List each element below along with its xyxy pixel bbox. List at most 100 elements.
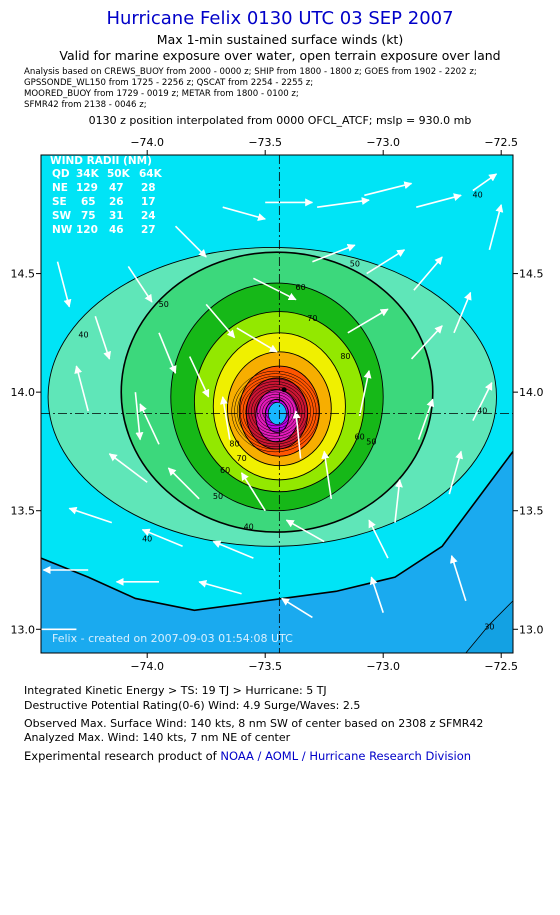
x-tick-label-bottom: −72.5 [484, 660, 518, 673]
contour-label: 40 [473, 191, 483, 200]
radii-cell: 31 [109, 210, 124, 222]
wind-vector [188, 356, 210, 398]
contour-label: 70 [307, 314, 317, 323]
wind-vector-layer [41, 173, 504, 631]
radii-cell: 120 [76, 224, 98, 236]
contour-label: 70 [237, 454, 247, 463]
contour-label: 40 [78, 331, 88, 340]
wind-vector [167, 467, 200, 500]
y-tick-label-left: 14.5 [11, 268, 36, 281]
wind-vector [317, 197, 370, 208]
isotach-60 [170, 282, 384, 512]
wind-vector [94, 316, 111, 360]
radii-cell: 47 [109, 182, 124, 194]
contour-label: 50 [213, 492, 223, 501]
wind-vector [212, 540, 254, 559]
isotach-30 [41, 450, 513, 612]
fill-corner-lobe [465, 600, 513, 653]
wind-vector [141, 528, 183, 548]
radii-cell: NE [52, 182, 68, 194]
y-tick-label-left: 13.5 [11, 505, 36, 518]
contour-label: 80 [229, 440, 239, 449]
radii-cell: SE [52, 196, 67, 208]
wind-vector [347, 308, 389, 334]
x-tick-label-top: −73.0 [366, 136, 400, 149]
x-tick-label-top: −73.5 [248, 136, 282, 149]
radii-cell: 17 [141, 196, 156, 208]
wind-vector [108, 453, 148, 483]
analysis-line: GPSSONDE_WL150 from 1725 - 2256 z; QSCAT… [24, 78, 314, 88]
wind-vector [240, 472, 266, 512]
isotach-130 [264, 398, 290, 433]
contour-label: 60 [355, 433, 365, 442]
wind-vector [174, 225, 207, 258]
wind-vector [366, 249, 406, 275]
isotach-40 [47, 247, 497, 547]
dpr-line: Destructive Potential Rating(0-6) Wind: … [24, 699, 361, 712]
wind-vector [368, 519, 389, 559]
axis-ticks: −74.0 −74.0 −73.5 −73.5 −73.0 −73.0 −72.5 −72.5… [11, 136, 544, 673]
contour-label: 80 [340, 352, 350, 361]
eye-contour-layer [231, 370, 320, 453]
wind-vector [285, 519, 325, 543]
radii-cell: 46 [109, 224, 124, 236]
x-tick-label-bottom: −73.5 [248, 660, 282, 673]
wind-vector [449, 555, 467, 602]
wind-vector [394, 479, 403, 523]
noaa-hrd-link[interactable]: NOAA / AOML / Hurricane Research Divisio… [220, 749, 472, 763]
wind-vector [364, 181, 413, 197]
eye-contour [237, 376, 314, 447]
ike-line: Integrated Kinetic Energy > TS: 19 TJ > … [24, 684, 327, 697]
exposure-note: Valid for marine exposure over water, op… [59, 48, 501, 63]
wind-vector [158, 332, 177, 374]
y-tick-label-right: 13.5 [519, 505, 544, 518]
wind-vector [416, 193, 462, 208]
y-tick-label-left: 14.0 [11, 386, 36, 399]
radii-col-header: 64K [139, 168, 163, 180]
max-wind-marker [281, 387, 287, 393]
contour-label: 60 [220, 466, 230, 475]
wind-radii-heading: WIND RADII (NM) [50, 155, 152, 167]
wind-vector [321, 450, 333, 499]
radii-col-header: 50K [107, 168, 131, 180]
radii-cell: 129 [76, 182, 98, 194]
contour-label: 30 [484, 622, 494, 631]
wind-vector [253, 277, 297, 301]
radii-cell: SW [52, 210, 72, 222]
wind-vector [453, 291, 472, 334]
eye-contour [239, 378, 311, 445]
wind-vector [312, 244, 356, 263]
wind-vector [219, 396, 231, 440]
wind-vector [222, 206, 266, 221]
wind-vector [369, 576, 384, 613]
contour-label: 40 [142, 535, 152, 544]
wind-vector [56, 261, 72, 308]
wind-vector [281, 597, 313, 619]
x-tick-label-bottom: −73.0 [366, 660, 400, 673]
y-tick-label-right: 14.5 [519, 268, 544, 281]
wind-vector [236, 327, 278, 353]
eye-contour [242, 381, 309, 442]
isotach-50 [120, 251, 434, 533]
credit-prefix: Experimental research product of [24, 749, 221, 763]
analysis-line: Analysis based on CREWS_BUOY from 2000 -… [24, 67, 477, 77]
wind-vector [68, 506, 113, 524]
analyzed-max-line: Analyzed Max. Wind: 140 kts, 7 nm NE of … [24, 731, 291, 744]
radii-cell: 28 [141, 182, 156, 194]
eye-contour [245, 383, 306, 440]
wind-vector [198, 579, 242, 595]
chart-title: Hurricane Felix 0130 UTC 03 SEP 2007 [106, 8, 454, 29]
position-note: 0130 z position interpolated from 0000 O… [88, 114, 472, 127]
center-crosshair [41, 155, 513, 653]
contour-label: 50 [366, 437, 376, 446]
x-tick-label-bottom: −74.0 [130, 660, 164, 673]
radii-cell: 65 [81, 196, 96, 208]
contour-label: 60 [296, 283, 306, 292]
eye-contour [259, 396, 292, 427]
wind-vector [417, 398, 435, 440]
wind-vector [413, 256, 443, 291]
contour-label: 50 [350, 259, 360, 268]
wind-vector [134, 392, 144, 441]
analysis-line: MOORED_BUOY from 1729 - 0019 z; METAR fr… [24, 89, 299, 99]
